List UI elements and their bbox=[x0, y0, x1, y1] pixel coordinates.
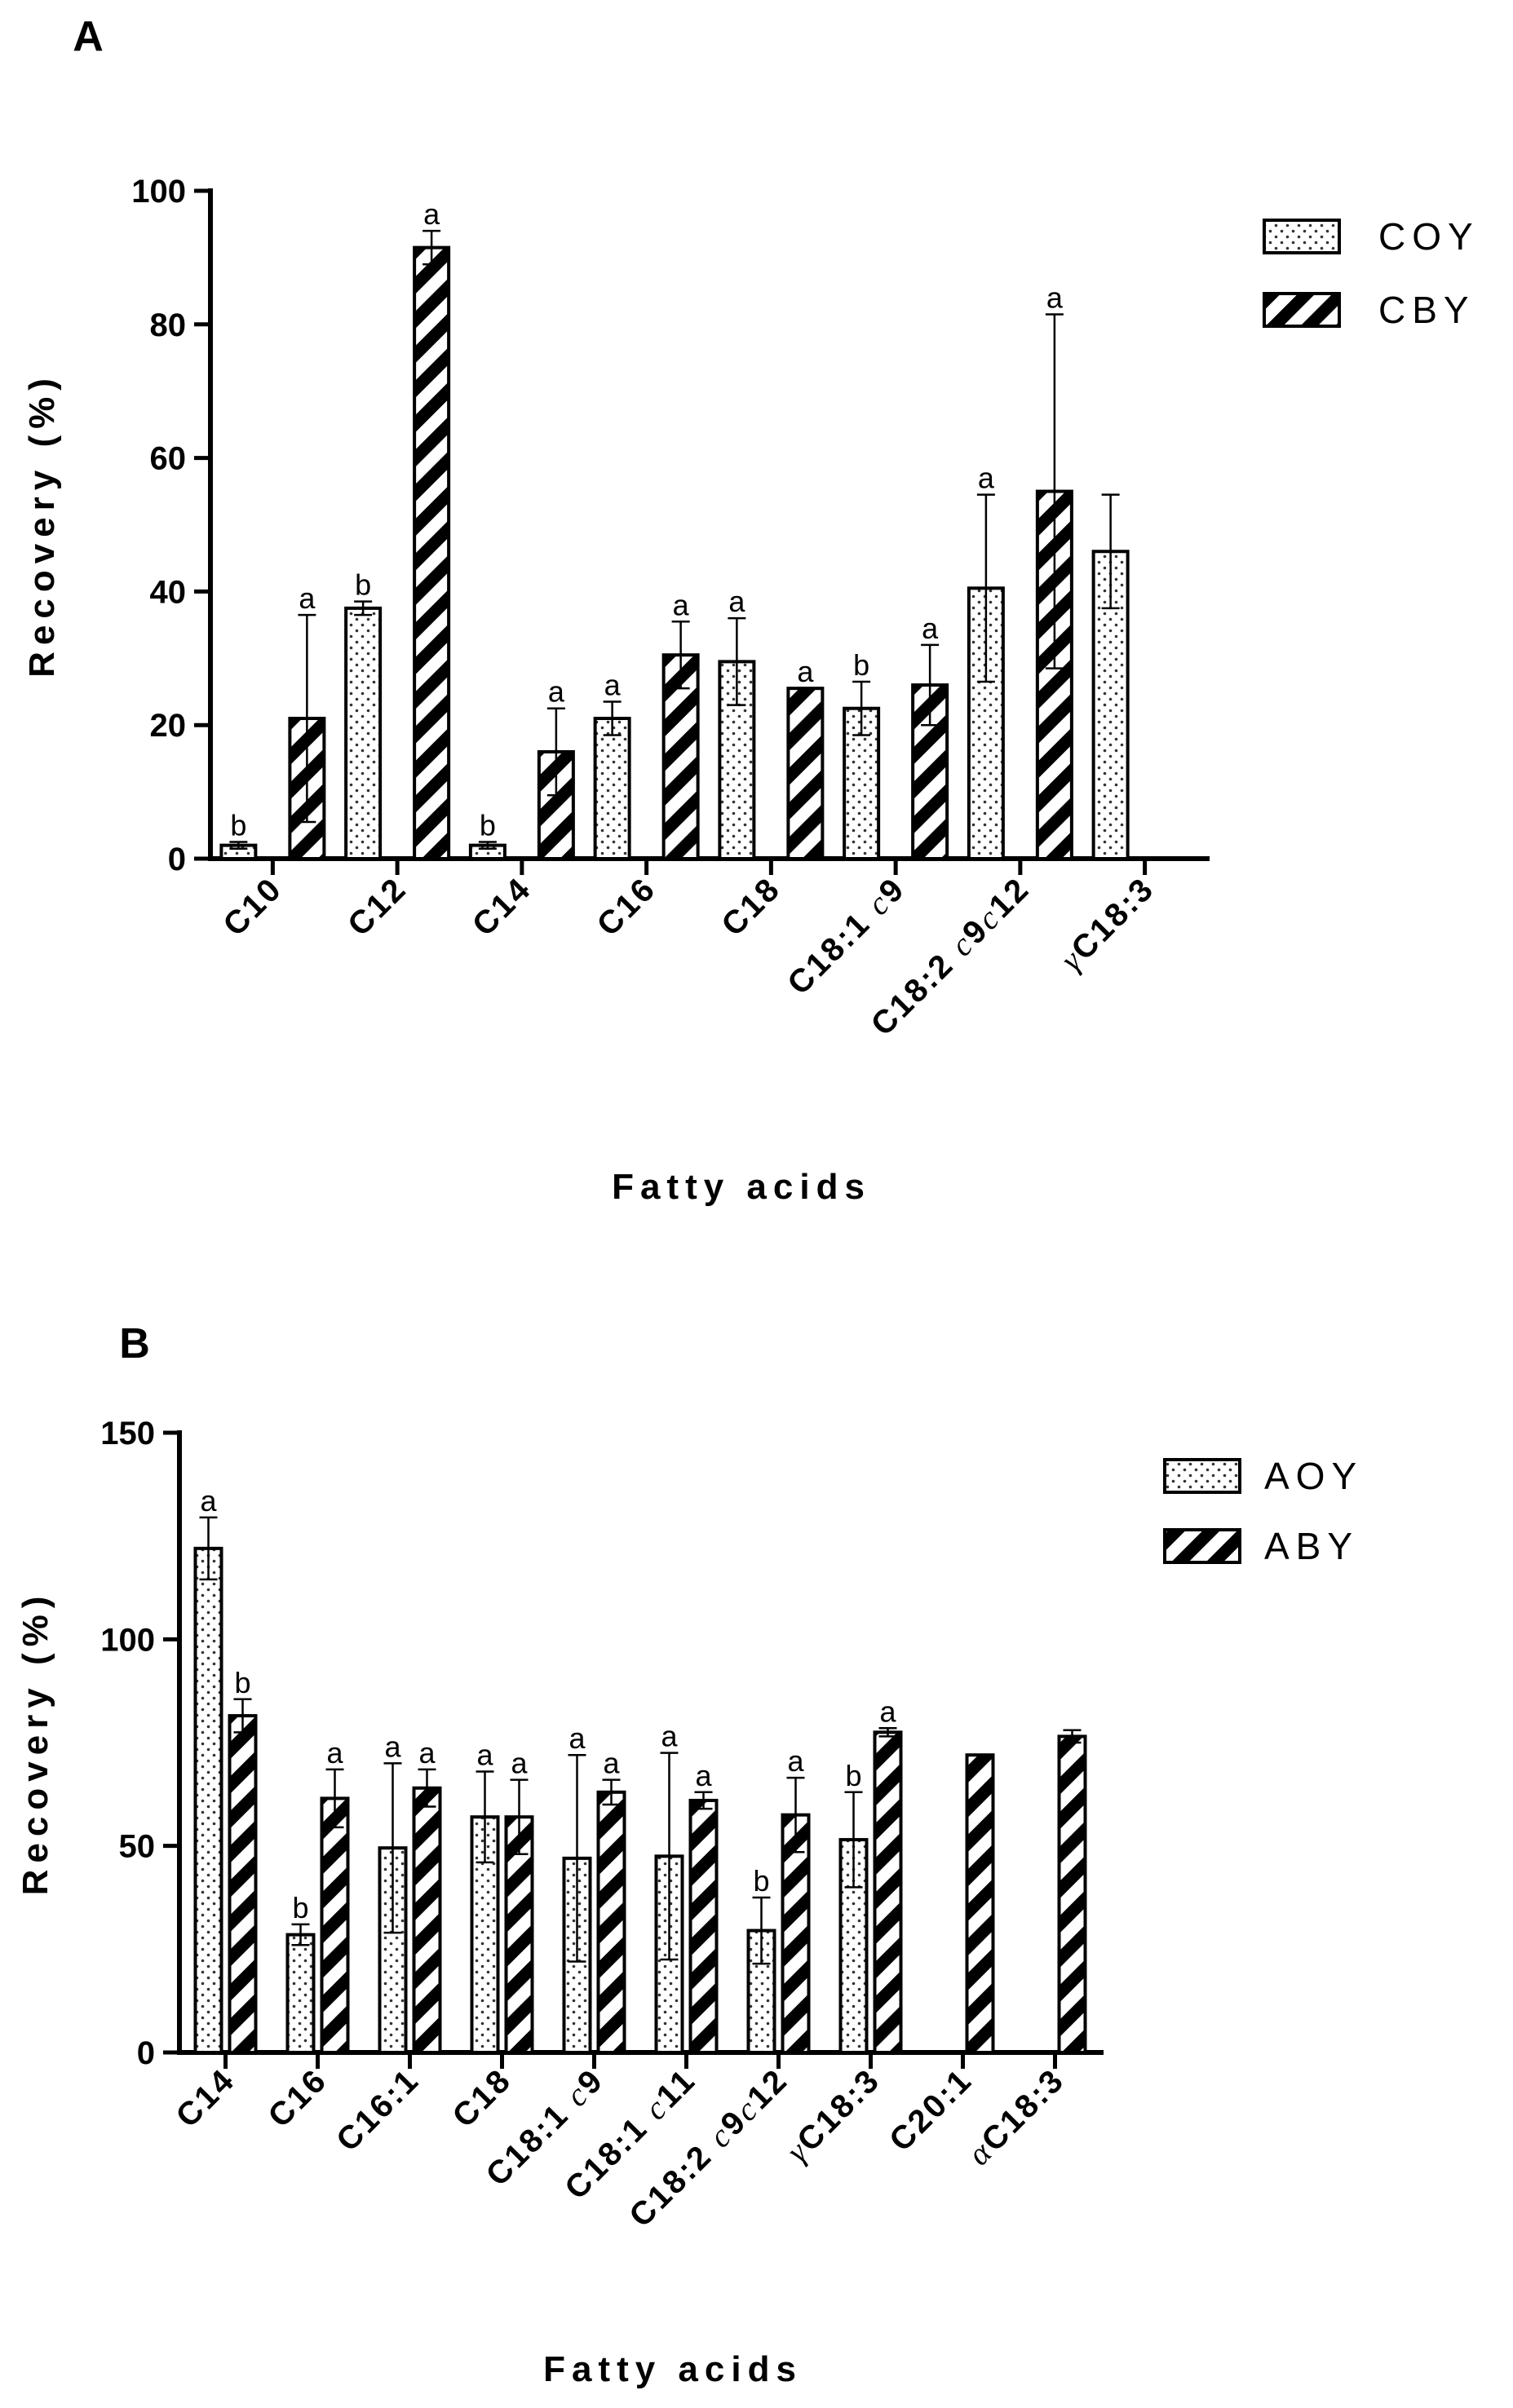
bar-aby bbox=[1057, 1734, 1087, 2054]
significance-letter: b bbox=[845, 1759, 861, 1792]
significance-letter: b bbox=[355, 568, 371, 602]
y-tick-label-b: 0 bbox=[137, 2035, 155, 2071]
y-tick-label-b: 50 bbox=[119, 1829, 156, 1865]
significance-letter: a bbox=[384, 1730, 401, 1763]
bar-cby bbox=[661, 653, 700, 861]
significance-letter: a bbox=[603, 1747, 620, 1780]
significance-letter: a bbox=[728, 585, 745, 618]
significance-letter: b bbox=[234, 1666, 250, 1699]
legend-swatch-aoy bbox=[1163, 1458, 1241, 1494]
x-axis-label-b: Fatty acids bbox=[543, 2349, 803, 2389]
x-tick-label-a: C10 bbox=[216, 870, 289, 943]
legend-swatch-cby bbox=[1263, 292, 1341, 328]
y-tick-label-a: 100 bbox=[131, 174, 186, 210]
significance-letter: a bbox=[326, 1736, 343, 1770]
x-tick-label-a: C18:1 c9 bbox=[781, 870, 913, 1002]
y-tick-label-a: 40 bbox=[150, 574, 187, 610]
panel-label-a: A bbox=[73, 13, 104, 60]
significance-letter: a bbox=[787, 1744, 804, 1778]
x-tick-label-b: C16 bbox=[261, 2061, 334, 2134]
bar-aby bbox=[688, 1798, 719, 2055]
bar-aby bbox=[873, 1730, 903, 2054]
bar-aby bbox=[965, 1753, 995, 2054]
x-tick-label-b: C18:2 c9c12 bbox=[622, 2061, 794, 2234]
y-tick-label-b: 150 bbox=[100, 1416, 155, 1451]
significance-letter: a bbox=[661, 1720, 678, 1753]
y-tick-label-a: 60 bbox=[150, 441, 187, 477]
x-tick-label-b: γC18:3 bbox=[779, 2061, 887, 2170]
bar-aby bbox=[781, 1813, 811, 2055]
legend-label-aoy: AOY bbox=[1264, 1455, 1363, 1497]
x-tick-label-a: C14 bbox=[466, 870, 538, 943]
bar-cby bbox=[786, 687, 825, 861]
significance-letter: b bbox=[853, 648, 869, 682]
bar-aby bbox=[596, 1790, 626, 2055]
y-axis-label-b: Recovery (%) bbox=[15, 1590, 55, 1896]
significance-letter: b bbox=[292, 1891, 308, 1924]
significance-letter: b bbox=[753, 1864, 769, 1898]
y-tick-label-a: 80 bbox=[150, 307, 187, 343]
panel-label-b: B bbox=[119, 1320, 150, 1367]
x-tick-label-b: C14 bbox=[169, 2061, 241, 2134]
x-tick-label-a: γC18:3 bbox=[1053, 870, 1161, 979]
x-tick-label-b: C16:1 bbox=[330, 2061, 427, 2158]
significance-letter: a bbox=[299, 581, 316, 615]
bar-aby bbox=[228, 1714, 258, 2054]
bar-cby bbox=[413, 245, 451, 860]
bar-aby bbox=[320, 1796, 350, 2054]
x-tick-label-b: αC18:3 bbox=[960, 2061, 1071, 2172]
legend-swatch-coy bbox=[1263, 219, 1341, 254]
x-tick-label-a: C16 bbox=[591, 870, 663, 943]
legend-label-aby: ABY bbox=[1264, 1525, 1359, 1567]
x-tick-label-a: C18 bbox=[714, 870, 787, 943]
bar-coy bbox=[344, 606, 383, 860]
y-tick-label-a: 0 bbox=[168, 842, 186, 877]
y-axis-label-a: Recovery (%) bbox=[22, 372, 62, 678]
significance-letter: a bbox=[418, 1736, 436, 1770]
significance-letter: a bbox=[922, 612, 939, 645]
y-tick-label-b: 100 bbox=[100, 1622, 155, 1658]
legend-swatch-aby bbox=[1163, 1528, 1241, 1564]
significance-letter: a bbox=[423, 197, 440, 231]
bar-coy bbox=[593, 717, 631, 861]
significance-letter: b bbox=[230, 809, 246, 842]
significance-letter: b bbox=[480, 809, 496, 842]
x-axis-label-a: Fatty acids bbox=[612, 1167, 871, 1207]
bar-coy bbox=[718, 660, 756, 861]
significance-letter: a bbox=[568, 1721, 586, 1755]
x-tick-label-a: C12 bbox=[341, 870, 414, 943]
bar-aoy bbox=[285, 1933, 316, 2055]
x-tick-label-b: C18 bbox=[445, 2061, 518, 2134]
significance-letter: a bbox=[548, 675, 565, 709]
significance-letter: a bbox=[604, 669, 622, 702]
significance-letter: a bbox=[673, 588, 690, 621]
significance-letter: a bbox=[879, 1694, 896, 1728]
y-tick-label-a: 20 bbox=[150, 708, 187, 744]
significance-letter: a bbox=[476, 1738, 493, 1771]
legend-label-cby: CBY bbox=[1378, 289, 1475, 331]
significance-letter: a bbox=[511, 1747, 528, 1780]
bar-aby bbox=[412, 1786, 442, 2055]
legend-label-coy: COY bbox=[1378, 215, 1480, 258]
significance-letter: a bbox=[200, 1484, 217, 1518]
significance-letter: a bbox=[978, 462, 995, 495]
bar-aoy bbox=[193, 1546, 223, 2055]
significance-letter: a bbox=[695, 1759, 712, 1792]
significance-letter: a bbox=[1046, 281, 1064, 315]
significance-letter: a bbox=[797, 655, 814, 688]
